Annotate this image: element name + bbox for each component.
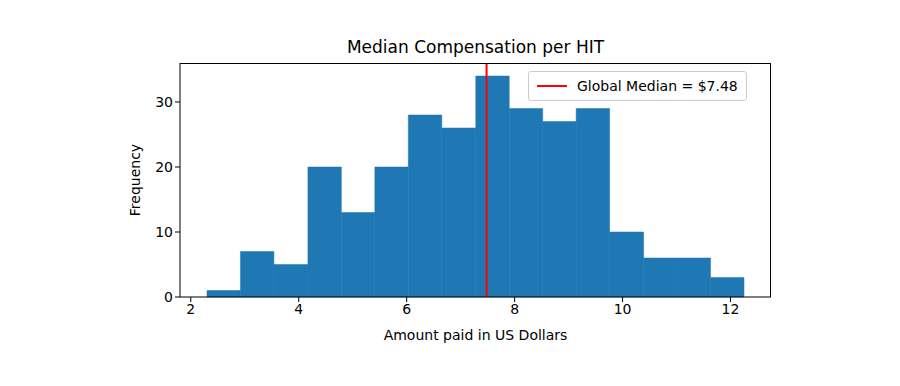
svg-text:6: 6 (402, 301, 411, 317)
html-text:Frequency: Frequency (127, 143, 143, 217)
svg-text:10: 10 (155, 224, 173, 240)
svg-text:30: 30 (155, 94, 173, 110)
svg-text:0: 0 (164, 289, 173, 305)
svg-text:2: 2 (186, 301, 195, 317)
svg-text:12: 12 (722, 301, 740, 317)
html-text:Amount paid in US Dollars: Amount paid in US Dollars (383, 327, 568, 343)
svg-text:10: 10 (614, 301, 632, 317)
svg-text:20: 20 (155, 159, 173, 175)
html-text:Median Compensation per HIT: Median Compensation per HIT (346, 37, 605, 57)
svg-text:8: 8 (510, 301, 519, 317)
html-text:Global Median = $7.48: Global Median = $7.48 (577, 78, 738, 94)
svg-text:4: 4 (294, 301, 303, 317)
